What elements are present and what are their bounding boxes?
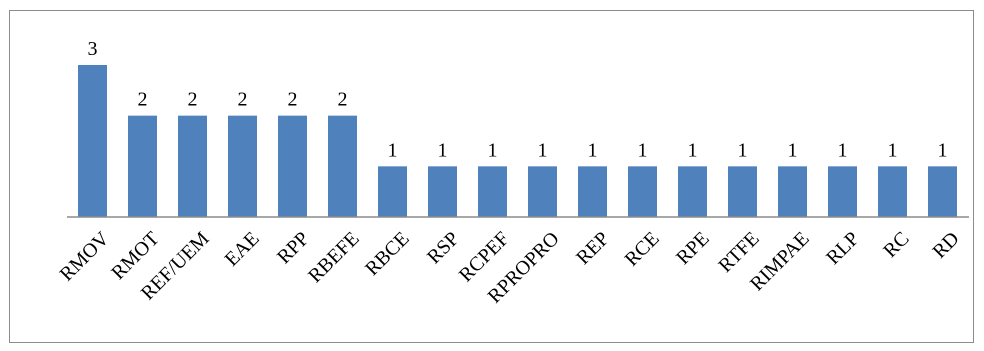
bar-rlp xyxy=(828,166,857,217)
bar-rep xyxy=(578,166,607,217)
bar-rbce xyxy=(378,166,407,217)
bar-rpp xyxy=(278,115,307,217)
bar-rc xyxy=(878,166,907,217)
x-tick-label: RCE xyxy=(621,228,664,271)
bars-layer xyxy=(78,65,957,217)
x-tick-label: RSP xyxy=(423,228,464,269)
bar-ref-uem xyxy=(178,115,207,217)
data-label: 1 xyxy=(388,139,398,161)
x-tick-label: REP xyxy=(572,228,613,269)
bar-rimpae xyxy=(778,166,807,217)
data-label: 1 xyxy=(738,139,748,161)
x-tick-label: RBCE xyxy=(361,228,414,281)
data-label: 2 xyxy=(338,89,348,111)
data-label: 1 xyxy=(488,139,498,161)
bar-rcpef xyxy=(478,166,507,217)
data-label: 1 xyxy=(588,139,598,161)
data-label: 3 xyxy=(88,38,98,60)
data-label: 1 xyxy=(788,139,798,161)
data-label: 1 xyxy=(838,139,848,161)
data-label: 1 xyxy=(688,139,698,161)
data-label: 2 xyxy=(288,89,298,111)
bar-rpe xyxy=(678,166,707,217)
x-tick-label: RPP xyxy=(273,228,314,269)
bar-eae xyxy=(228,115,257,217)
bar-rmot xyxy=(128,115,157,217)
data-label: 1 xyxy=(938,139,948,161)
bar-rmov xyxy=(78,65,107,217)
bar-rd xyxy=(928,166,957,217)
data-label: 2 xyxy=(238,89,248,111)
x-tick-label: EAE xyxy=(221,228,264,271)
x-tick-label: RD xyxy=(928,228,963,263)
bar-rce xyxy=(628,166,657,217)
x-tick-label: RC xyxy=(879,228,913,262)
data-label: 2 xyxy=(138,89,148,111)
bar-rtfe xyxy=(728,166,757,217)
bar-rsp xyxy=(428,166,457,217)
bar-rbefe xyxy=(328,115,357,217)
data-labels-layer: 3 2 2 2 2 2 1 1 1 1 1 1 1 1 1 1 1 1 xyxy=(88,38,948,161)
x-tick-label: RBEFE xyxy=(304,228,364,288)
x-tick-label: RPE xyxy=(672,228,713,269)
data-label: 2 xyxy=(188,89,198,111)
bar-rpropro xyxy=(528,166,557,217)
x-tick-label: RMOV xyxy=(56,227,114,285)
data-label: 1 xyxy=(888,139,898,161)
x-tick-label: RLP xyxy=(822,228,863,269)
data-label: 1 xyxy=(538,139,548,161)
data-label: 1 xyxy=(638,139,648,161)
data-label: 1 xyxy=(438,139,448,161)
